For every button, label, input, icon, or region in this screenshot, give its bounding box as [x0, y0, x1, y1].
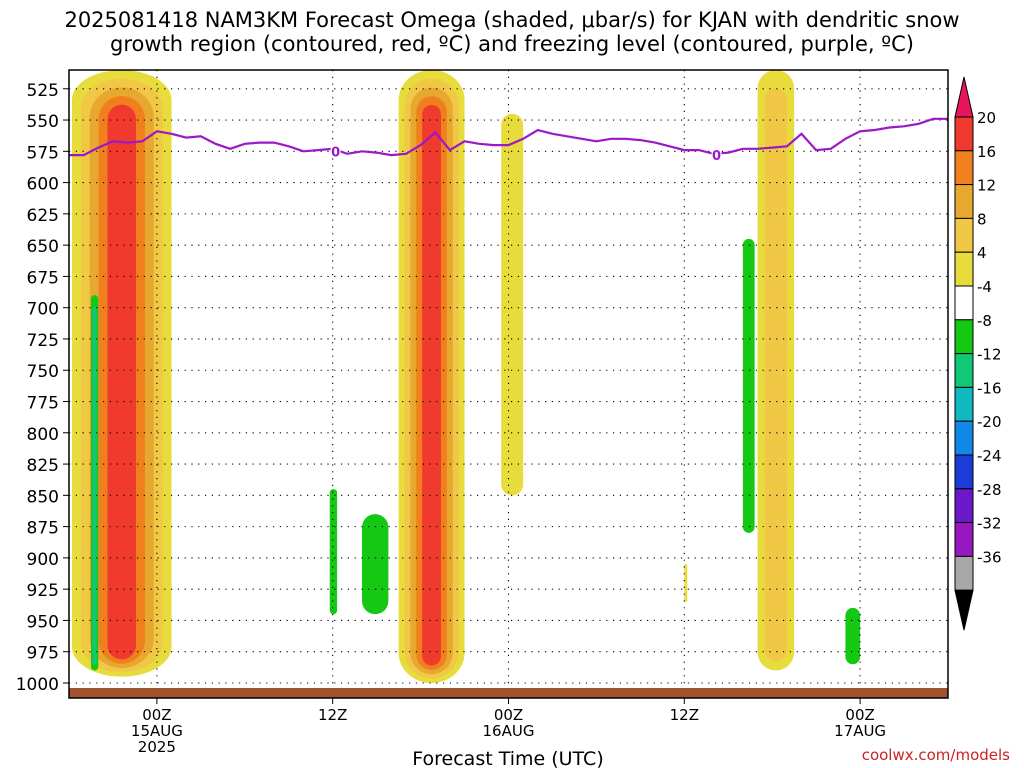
colorbar-swatch: [954, 555, 974, 591]
colorbar-swatch: [954, 217, 974, 253]
freezing-level-label-bg: [711, 147, 722, 163]
colorbar-swatch: [954, 184, 974, 219]
omega-region: [362, 514, 389, 615]
x-tick-date-label: 15AUG: [131, 722, 183, 740]
y-tick-label: 575: [27, 143, 59, 163]
colorbar-label: 16: [977, 143, 996, 161]
colorbar-swatch: [954, 488, 974, 524]
y-tick-label: 925: [27, 581, 59, 601]
colorbar-swatch: [954, 251, 974, 287]
colorbar-label: 8: [977, 210, 987, 228]
omega-region: [742, 238, 755, 533]
colorbar-label: 12: [977, 177, 996, 195]
y-tick-label: 825: [27, 456, 59, 476]
x-tick-label: 12Z: [670, 706, 699, 724]
y-tick-label: 775: [27, 394, 59, 414]
x-tick-label: 12Z: [318, 706, 347, 724]
y-tick-label: 600: [27, 175, 59, 195]
source-credit: coolwx.com/models: [861, 746, 1010, 764]
colorbar-label: -4: [977, 278, 992, 296]
colorbar-swatch: [954, 420, 974, 456]
y-tick-label: 675: [27, 268, 59, 288]
y-tick-label: 700: [27, 300, 59, 320]
x-tick-label: 00Z: [845, 706, 874, 724]
colorbar-label: -36: [977, 548, 1002, 566]
y-tick-label: 525: [27, 81, 59, 101]
colorbar-label: -32: [977, 515, 1002, 533]
colorbar-label: -8: [977, 312, 992, 330]
y-tick-label: 800: [27, 425, 59, 445]
y-tick-label: 550: [27, 112, 59, 132]
y-tick-label: 975: [27, 644, 59, 664]
y-tick-label: 625: [27, 206, 59, 226]
chart-title-line-2: growth region (contoured, red, ºC) and f…: [110, 32, 914, 56]
y-tick-label: 900: [27, 550, 59, 570]
x-tick-label: 00Z: [142, 706, 171, 724]
y-tick-label: 750: [27, 362, 59, 382]
ground-strip: [69, 687, 948, 698]
colorbar-label: -12: [977, 346, 1002, 364]
colorbar-swatch: [954, 150, 974, 186]
omega-region: [107, 104, 136, 660]
colorbar-label: 4: [977, 244, 987, 262]
omega-region: [764, 88, 788, 662]
colorbar-label: -24: [977, 447, 1002, 465]
colorbar-swatch: [954, 386, 974, 422]
freezing-level-label: 0: [712, 149, 721, 164]
omega-region: [329, 489, 338, 615]
omega-region: [92, 306, 97, 665]
freezing-level-label-bg: [330, 143, 341, 159]
chart-title-line-1: 2025081418 NAM3KM Forecast Omega (shaded…: [64, 8, 960, 32]
y-tick-label: 850: [27, 487, 59, 507]
freezing-level-label: 0: [331, 145, 340, 160]
x-tick-date-label: 17AUG: [834, 722, 886, 740]
y-tick-label: 650: [27, 237, 59, 257]
colorbar-label: -20: [977, 413, 1002, 431]
colorbar-bottom-arrow: [954, 589, 974, 631]
y-tick-label: 875: [27, 519, 59, 539]
x-tick-year-label: 2025: [138, 738, 176, 756]
y-tick-label: 950: [27, 612, 59, 632]
omega-region: [422, 105, 442, 666]
colorbar-swatch: [954, 522, 974, 557]
colorbar-swatch: [954, 353, 974, 388]
y-tick-label: 725: [27, 331, 59, 351]
colorbar-swatch: [954, 116, 974, 152]
omega-region: [684, 564, 688, 602]
x-axis-label: Forecast Time (UTC): [412, 748, 603, 768]
colorbar-label: 20: [977, 109, 996, 127]
colorbar-swatch: [954, 454, 974, 490]
x-tick-label: 00Z: [494, 706, 523, 724]
omega-region: [501, 113, 524, 496]
colorbar-swatch: [954, 319, 974, 355]
y-tick-label: 1000: [16, 675, 59, 695]
x-tick-date-label: 16AUG: [483, 722, 535, 740]
colorbar-swatch: [954, 285, 974, 321]
colorbar-label: -28: [977, 481, 1002, 499]
omega-region: [845, 607, 861, 665]
freezing-level-line: [69, 117, 948, 157]
colorbar-top-arrow: [954, 76, 974, 118]
colorbar-label: -16: [977, 379, 1002, 397]
